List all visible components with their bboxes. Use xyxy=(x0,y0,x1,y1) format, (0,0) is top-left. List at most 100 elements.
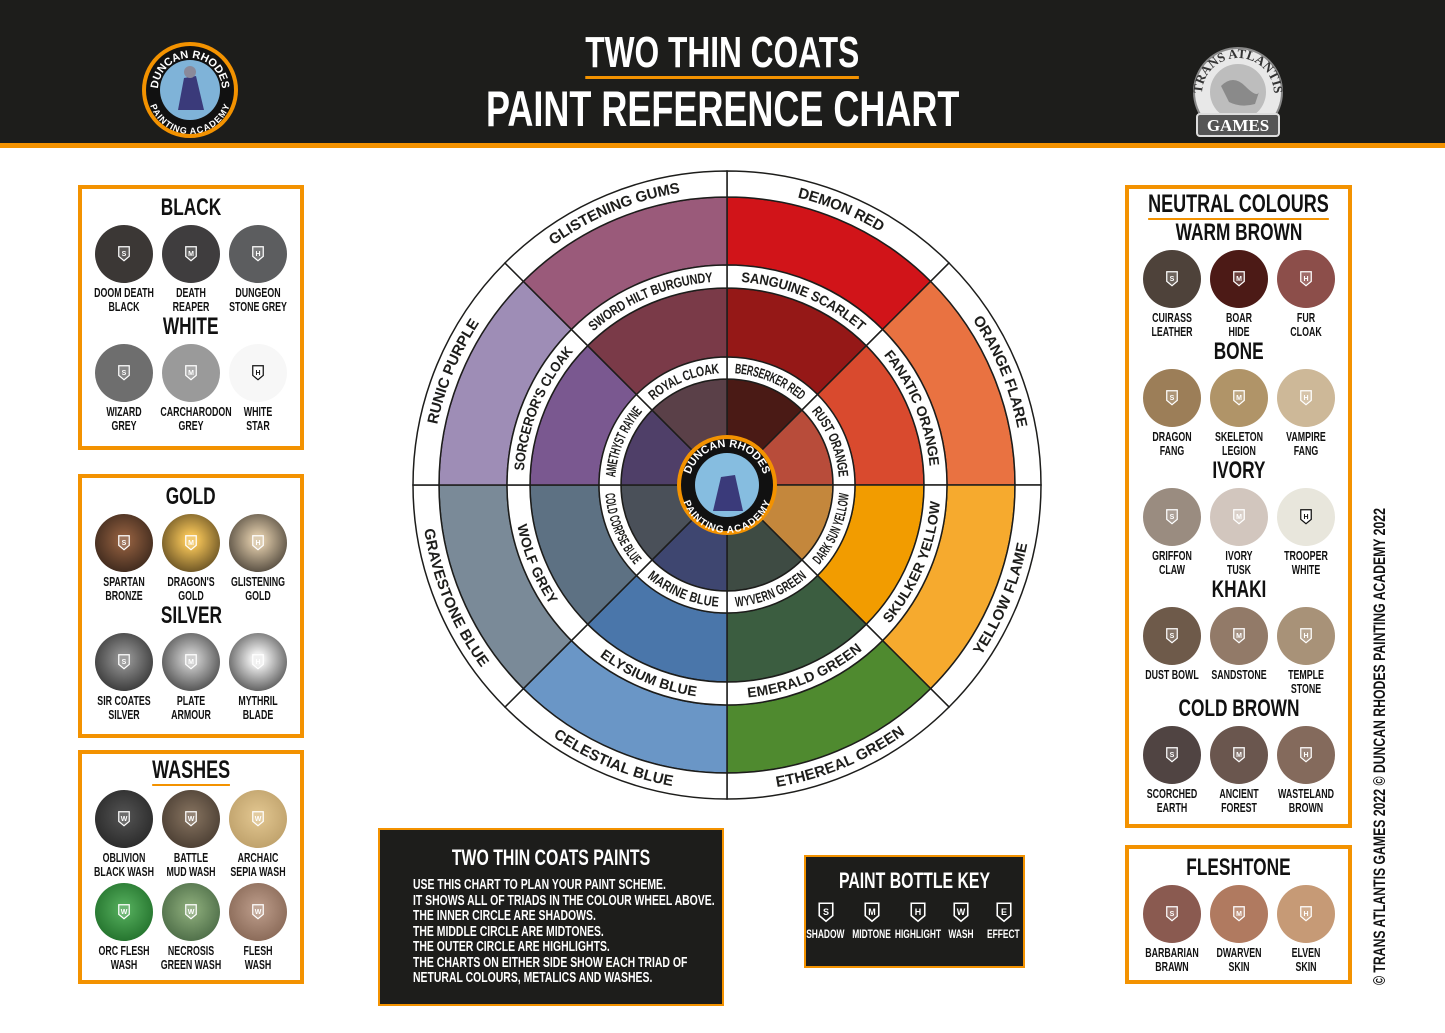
shield-s-icon: S xyxy=(1165,509,1178,525)
trans-atlantis-games-logo: TRANS ATLANTIS GAMES xyxy=(1190,46,1286,137)
panel-gold-silver: GOLD S SPARTAN BRONZE M DRAGON'S GOLD H GLISTE… xyxy=(78,474,304,738)
paint-swatch: S GRIFFON CLAW xyxy=(1142,488,1201,577)
paint-name: CUIRASS LEATHER xyxy=(1150,310,1193,339)
shield-s-icon: S xyxy=(118,365,130,381)
svg-text:W: W xyxy=(188,816,195,823)
paint-name: DWARVEN SKIN xyxy=(1215,945,1262,974)
swatch-row: S WIZARD GREY M CARCHARODON GREY H WHITE STAR xyxy=(95,344,287,433)
paint-name: WIZARD GREY xyxy=(106,404,142,433)
paint-swatch: W ORC FLESH WASH xyxy=(95,883,153,972)
svg-text:GAMES: GAMES xyxy=(1207,116,1269,135)
group-title: COLD BROWN xyxy=(1178,695,1299,722)
paint-colour-circle: S xyxy=(1142,250,1201,308)
shield-m-icon: M xyxy=(1232,509,1245,525)
paint-colour-circle: W xyxy=(229,790,287,848)
paint-colour-circle: M xyxy=(162,344,220,402)
shield-h-icon: H xyxy=(1299,271,1312,287)
paint-name: GRIFFON CLAW xyxy=(1151,548,1192,577)
paint-colour-circle: S xyxy=(1142,369,1201,427)
panel-title: NEUTRAL COLOURS xyxy=(1148,190,1329,220)
paint-name: SPARTAN BRONZE xyxy=(103,574,145,603)
paint-name: TEMPLE STONE xyxy=(1287,667,1324,696)
shield-s-icon: S xyxy=(817,902,834,923)
paint-swatch: H DUNGEON STONE GREY xyxy=(229,225,287,314)
paint-name: DUST BOWL xyxy=(1144,667,1199,682)
paint-swatch: S SPARTAN BRONZE xyxy=(95,514,153,603)
paint-name: BATTLE MUD WASH xyxy=(166,850,216,879)
info-box-title: TWO THIN COATS PAINTS xyxy=(451,845,651,870)
paint-name: VAMPIRE FANG xyxy=(1285,429,1326,458)
paint-colour-circle: M xyxy=(1209,369,1268,427)
svg-text:H: H xyxy=(914,907,921,917)
paint-name: TROOPER WHITE xyxy=(1283,548,1328,577)
paint-swatch: H MYTHRIL BLADE xyxy=(229,633,287,722)
paint-name: DEATH REAPER xyxy=(172,285,210,314)
wheel-label-band xyxy=(503,170,728,283)
svg-text:H: H xyxy=(1303,276,1308,283)
shield-h-icon: H xyxy=(909,902,926,923)
swatch-row: S SPARTAN BRONZE M DRAGON'S GOLD H GLISTENING… xyxy=(95,514,287,603)
header: DUNCAN RHODES PAINTING ACADEMY TWO THIN … xyxy=(0,0,1445,148)
shield-w-icon: W xyxy=(185,904,197,920)
swatch-row: W ORC FLESH WASH W NECROSIS GREEN WASH W FLES… xyxy=(95,883,287,972)
swatch-row: S DRAGON FANG M SKELETON LEGION H VAMPIRE FAN… xyxy=(1142,369,1335,458)
group-title: IVORY xyxy=(1211,457,1266,484)
shield-w-icon: W xyxy=(118,904,130,920)
paint-swatch: M PLATE ARMOUR xyxy=(162,633,220,722)
paint-swatch: W OBLIVION BLACK WASH xyxy=(94,790,154,879)
paint-colour-circle: M xyxy=(162,225,220,283)
svg-text:M: M xyxy=(1236,514,1242,521)
shield-w-icon: W xyxy=(252,904,264,920)
paint-colour-circle: M xyxy=(1209,885,1268,943)
swatch-row: S CUIRASS LEATHER M BOAR HIDE H FUR CLOAK xyxy=(1142,250,1335,339)
paint-colour-circle: H xyxy=(229,344,287,402)
swatch-row: W OBLIVION BLACK WASH W BATTLE MUD WASH W ARC… xyxy=(94,790,287,879)
paint-colour-circle: W xyxy=(229,883,287,941)
svg-text:W: W xyxy=(121,909,128,916)
panel-washes: WASHES W OBLIVION BLACK WASH W BATTLE MUD WA… xyxy=(78,750,304,984)
svg-text:S: S xyxy=(1169,633,1174,640)
swatch-row: S SCORCHED EARTH M ANCIENT FOREST H WASTELAND… xyxy=(1142,726,1335,815)
paint-name: DRAGON'S GOLD xyxy=(167,574,215,603)
paint-swatch: S DOOM DEATH BLACK xyxy=(94,225,154,314)
paint-swatch: S BARBARIAN BRAWN xyxy=(1142,885,1201,974)
paint-swatch: S DRAGON FANG xyxy=(1142,369,1201,458)
shield-h-icon: H xyxy=(1299,390,1312,406)
shield-h-icon: H xyxy=(252,535,264,551)
group-title: BONE xyxy=(1213,338,1264,365)
shield-w-icon: W xyxy=(952,902,969,923)
shield-m-icon: M xyxy=(185,654,197,670)
paint-colour-circle: W xyxy=(95,790,153,848)
svg-text:W: W xyxy=(255,909,262,916)
paint-name: FUR CLOAK xyxy=(1289,310,1322,339)
group-title: BLACK xyxy=(160,194,222,221)
paint-swatch: M CARCHARODON GREY xyxy=(160,344,232,433)
paint-colour-circle: H xyxy=(1276,488,1335,546)
paint-name: ANCIENT FOREST xyxy=(1218,786,1259,815)
svg-text:S: S xyxy=(122,370,127,377)
paint-name: MYTHRIL BLADE xyxy=(238,693,278,722)
svg-text:S: S xyxy=(122,251,127,258)
key-label: HIGHLIGHT xyxy=(894,926,941,941)
paint-swatch: W ARCHAIC SEPIA WASH xyxy=(229,790,287,879)
paint-colour-circle: H xyxy=(1276,607,1335,665)
key-label: SHADOW xyxy=(806,926,845,941)
svg-text:H: H xyxy=(1303,395,1308,402)
svg-text:M: M xyxy=(1236,395,1242,402)
paint-name: ARCHAIC SEPIA WASH xyxy=(230,850,286,879)
key-item: S SHADOW xyxy=(805,901,847,941)
shield-s-icon: S xyxy=(1165,747,1178,763)
paint-name: DRAGON FANG xyxy=(1151,429,1192,458)
paint-swatch: S WIZARD GREY xyxy=(95,344,153,433)
wheel-label-band xyxy=(570,264,728,347)
paint-name: ORC FLESH WASH xyxy=(98,943,150,972)
paint-swatch: H WHITE STAR xyxy=(229,344,287,433)
title-line-2: PAINT REFERENCE CHART xyxy=(485,81,960,137)
svg-text:W: W xyxy=(956,907,965,917)
svg-text:S: S xyxy=(1169,395,1174,402)
key-item: H HIGHLIGHT xyxy=(894,901,941,941)
paint-swatch: S SIR COATES SILVER xyxy=(95,633,153,722)
paint-colour-circle: H xyxy=(1276,369,1335,427)
svg-text:S: S xyxy=(1169,752,1174,759)
